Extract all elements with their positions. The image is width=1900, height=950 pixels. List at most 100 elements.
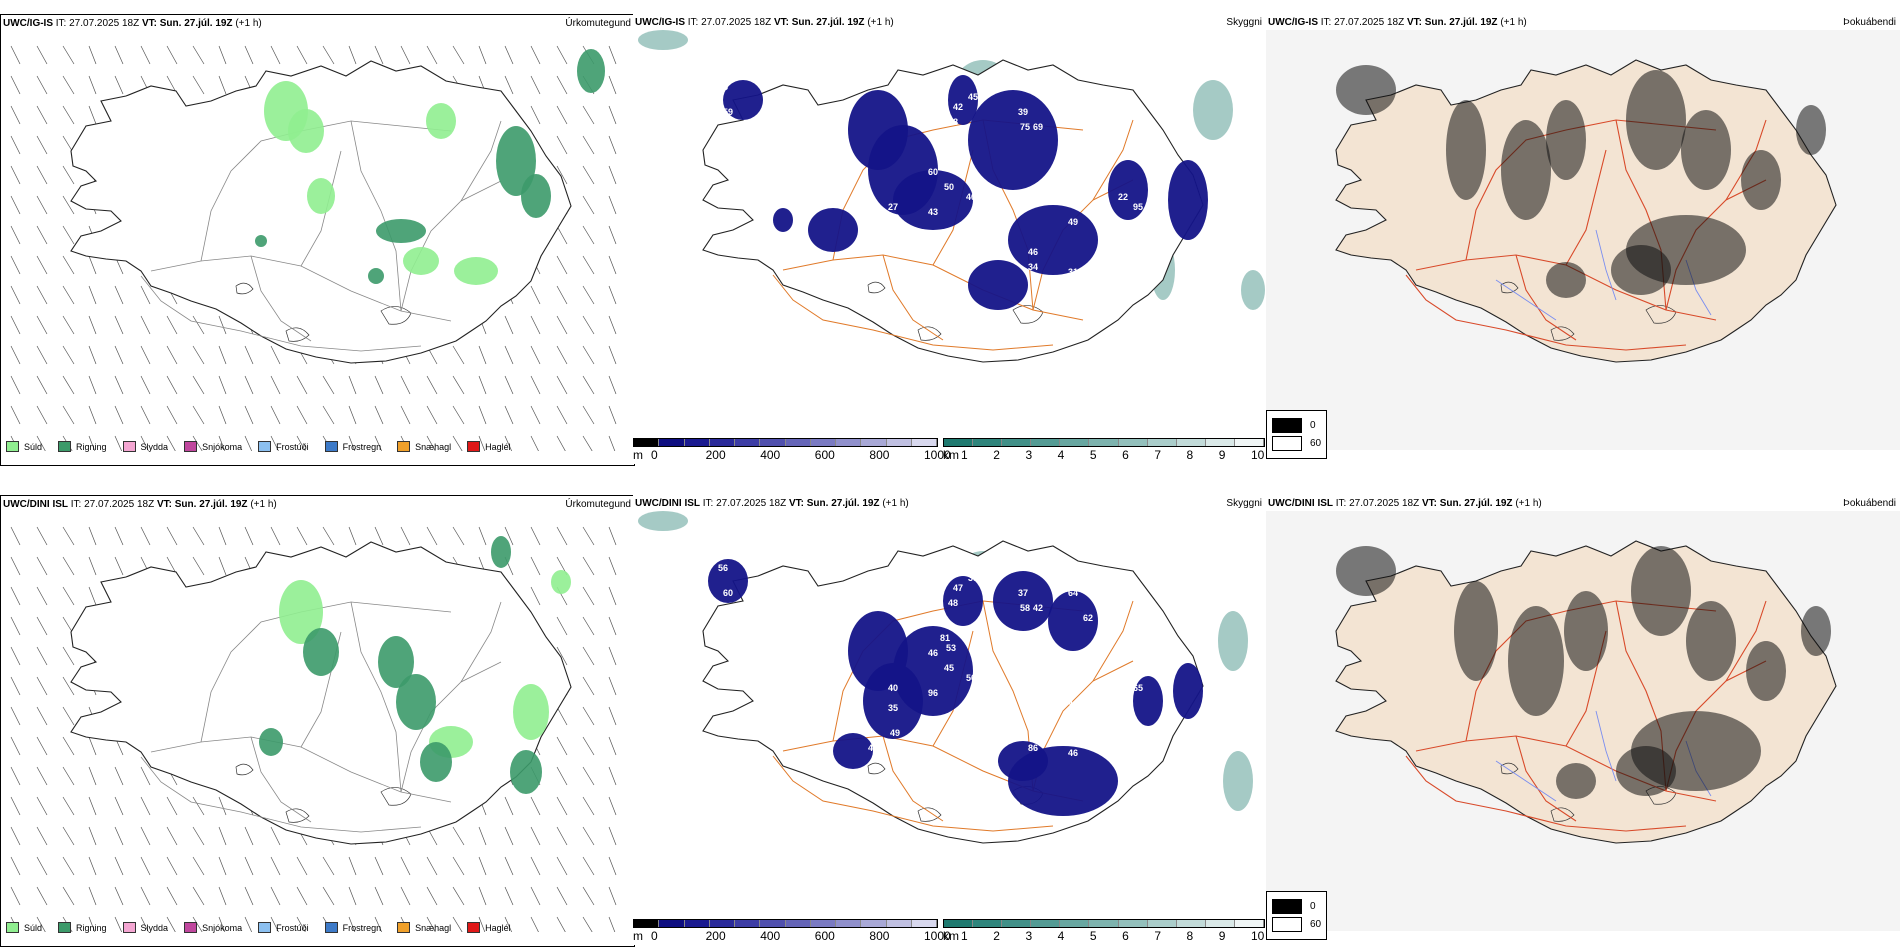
- road-line: [882, 254, 944, 341]
- cloud-base-value-label: 96: [928, 688, 938, 698]
- cloud-base-value-label: 42: [953, 102, 963, 112]
- fog-legend-item: 0: [1272, 899, 1321, 914]
- wind-barb: [296, 526, 308, 546]
- wind-barb: [88, 886, 97, 906]
- wind-barb: [478, 856, 487, 876]
- glacier-outline: [1550, 326, 1575, 341]
- legend-item: Snjókoma: [184, 922, 242, 933]
- cloud-base-value-label: 65: [1133, 683, 1143, 693]
- fog-legend-item: 60: [1272, 917, 1321, 932]
- visibility-colorbar: km 1 2 3 4 5 6 7 8 9 10: [943, 438, 1265, 462]
- wind-barb: [582, 676, 595, 696]
- cloud-panel-row1: UWC/IG-IS IT: 27.07.2025 18Z VT: Sun. 27…: [633, 14, 1266, 464]
- glacier-outline: [867, 281, 886, 294]
- wind-barb: [62, 375, 75, 395]
- wind-barb: [478, 375, 487, 395]
- wind-barb: [36, 796, 48, 816]
- wind-barb: [244, 916, 253, 932]
- wind-barb: [504, 916, 513, 932]
- wind-barb: [582, 826, 595, 846]
- wind-barb: [36, 856, 48, 876]
- legend-label: Frostregn: [342, 922, 382, 933]
- cloud-base-value-label: 50: [944, 182, 954, 192]
- colorbar-tick-label: 3: [1025, 929, 1033, 943]
- wind-barb: [530, 405, 541, 425]
- legend-label: Súld: [24, 441, 43, 452]
- colorbar-segment: [709, 439, 735, 446]
- colorbar-tick-label: 200: [705, 929, 726, 943]
- colorbar-segment: [1118, 439, 1148, 446]
- wind-barb: [10, 676, 21, 696]
- wind-barb: [478, 405, 487, 425]
- wind-barb: [114, 526, 124, 546]
- colorbar-segment: [886, 439, 912, 446]
- wind-barb: [36, 75, 48, 95]
- cloud-base-area: [948, 75, 978, 125]
- visibility-area: [1241, 270, 1265, 310]
- cloud-base-value-label: 59: [723, 107, 733, 117]
- wind-barb: [608, 315, 617, 335]
- wind-barb: [192, 556, 205, 576]
- cloud-base-value-label: 46: [1028, 247, 1038, 257]
- wind-barb: [608, 556, 617, 576]
- road-line: [350, 120, 402, 312]
- wind-barb: [556, 796, 568, 816]
- wind-barb: [62, 345, 75, 365]
- wind-barb: [244, 856, 254, 876]
- glacier-outline: [285, 327, 310, 342]
- wind-barb: [114, 856, 124, 876]
- wind-barb: [400, 526, 411, 546]
- legend-label: Snjókoma: [202, 922, 243, 933]
- wind-barb: [166, 886, 178, 906]
- wind-barb: [374, 916, 383, 932]
- wind-barb: [36, 225, 48, 245]
- wind-barb: [244, 886, 254, 906]
- wind-barb: [166, 315, 178, 335]
- wind-barb: [582, 646, 595, 666]
- wind-barb: [244, 405, 254, 425]
- legend-swatch: [467, 441, 481, 452]
- cloud-base-area: [1108, 160, 1148, 220]
- wind-barb: [452, 916, 463, 932]
- wind-barb: [556, 736, 568, 756]
- legend-item: Frostregn: [324, 922, 382, 933]
- valid-time: VT: Sun. 27.júl. 19Z: [141, 18, 233, 29]
- fog-legend-swatch: [1272, 899, 1302, 914]
- wind-barb: [62, 556, 75, 576]
- road-line: [250, 255, 312, 342]
- cloud-base-value-label: 39: [968, 573, 978, 583]
- colorbar-tick-label: 800: [869, 448, 890, 462]
- wind-barb: [36, 285, 48, 305]
- wind-barb: [504, 856, 514, 876]
- legend-swatch: [58, 441, 72, 452]
- wind-barb: [36, 526, 48, 546]
- cloud-base-value-label: 64: [1068, 588, 1078, 598]
- wind-barb: [608, 75, 617, 95]
- precip-area: [426, 103, 456, 139]
- wind-barb: [88, 916, 96, 932]
- cloud-base-value-label: 81: [940, 633, 950, 643]
- colorbar-segment: [973, 439, 1003, 446]
- colorbar-segment: [944, 920, 974, 927]
- panel-header: UWC/IG-IS IT: 27.07.2025 18Z VT: Sun. 27…: [3, 18, 262, 29]
- wind-barb: [62, 826, 75, 846]
- colorbar-segment: [1234, 439, 1265, 446]
- wind-barb: [192, 405, 205, 425]
- colorbar-tick-label: 5: [1089, 448, 1097, 462]
- wind-barb: [374, 405, 384, 425]
- colorbar-tick-label: 600: [814, 448, 835, 462]
- visibility-colorbar: km 1 2 3 4 5 6 7 8 9 10: [943, 919, 1265, 943]
- glacier-outline: [1550, 807, 1575, 822]
- fog-map: [1266, 30, 1900, 450]
- precip-area: [510, 750, 542, 794]
- wind-barb: [140, 435, 149, 451]
- road-line: [1515, 735, 1577, 822]
- colorbar-tick-label: 7: [1154, 448, 1162, 462]
- road-line: [1725, 600, 1767, 682]
- wind-barb: [608, 586, 617, 606]
- panel-header: UWC/IG-IS IT: 27.07.2025 18Z VT: Sun. 27…: [1268, 17, 1527, 28]
- legend-label: Frostúði: [276, 441, 309, 452]
- colorbar-segment: [1031, 439, 1061, 446]
- colorbar-tick-label: 1000: [924, 448, 951, 462]
- legend-label: Rigning: [76, 441, 107, 452]
